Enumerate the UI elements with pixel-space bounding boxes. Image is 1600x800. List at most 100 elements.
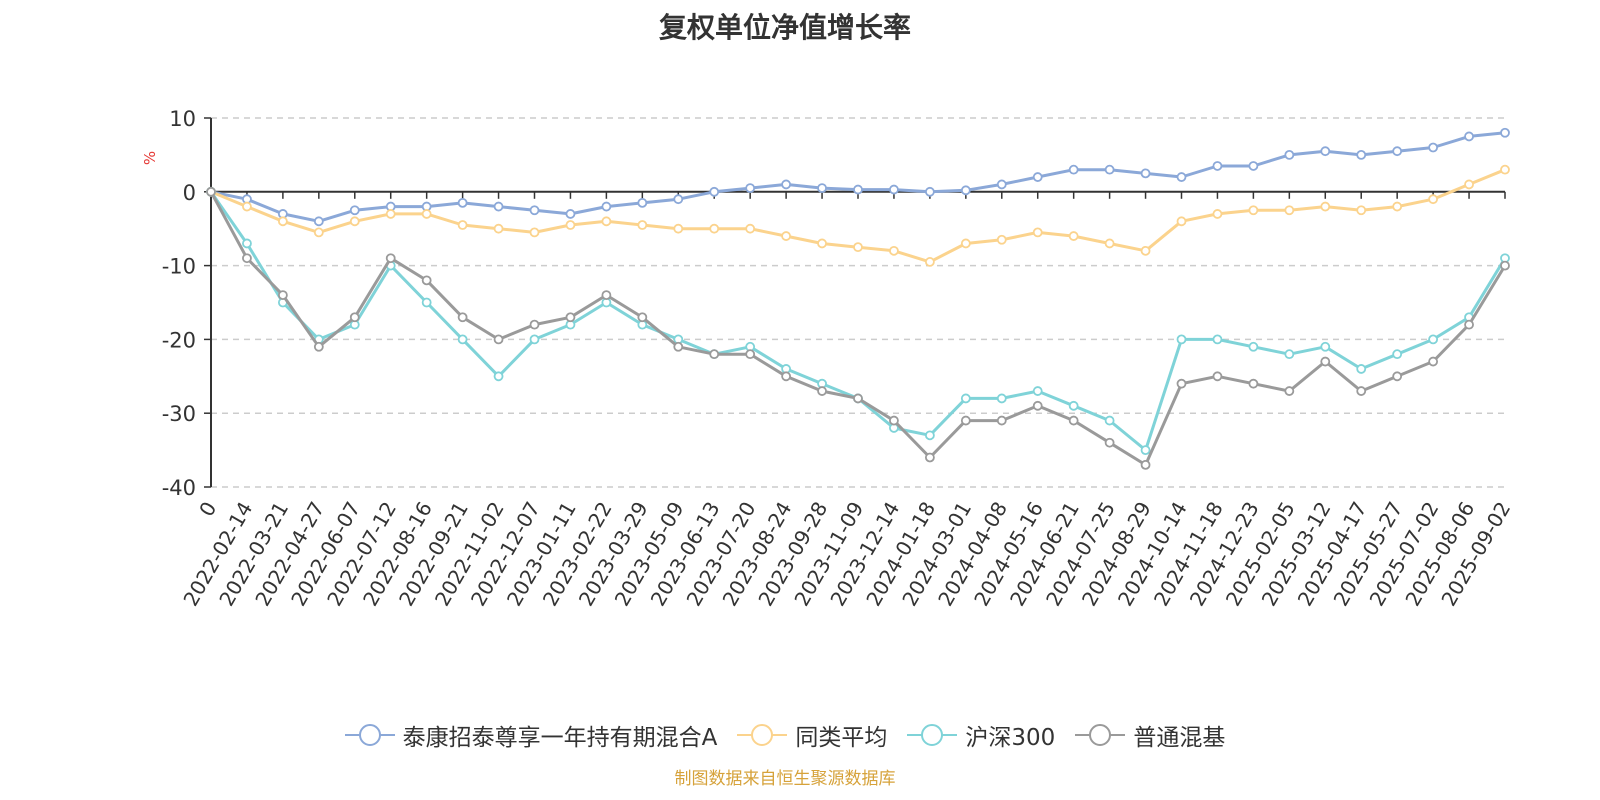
data-point bbox=[277, 216, 288, 227]
data-point bbox=[349, 205, 360, 216]
data-point bbox=[565, 220, 576, 230]
data-point bbox=[853, 393, 863, 404]
legend-label: 普通混基 bbox=[1133, 725, 1226, 751]
data-point bbox=[1356, 149, 1367, 160]
data-point bbox=[924, 186, 935, 197]
data-point bbox=[242, 253, 252, 264]
data-point bbox=[1176, 216, 1187, 227]
legend-item[interactable]: 沪深300 bbox=[907, 718, 1055, 752]
y-tick-label: 10 bbox=[169, 107, 196, 131]
data-point bbox=[349, 312, 360, 323]
data-point bbox=[1104, 415, 1115, 426]
legend-item[interactable]: 普通混基 bbox=[1075, 718, 1225, 752]
data-point bbox=[996, 415, 1007, 426]
data-point bbox=[1140, 459, 1151, 470]
data-point bbox=[1212, 334, 1223, 345]
data-point bbox=[673, 194, 684, 205]
data-point bbox=[1032, 400, 1043, 411]
source-note: 制图数据来自恒生聚源数据库 bbox=[674, 769, 896, 789]
data-point bbox=[1284, 349, 1295, 360]
data-point bbox=[996, 234, 1007, 245]
data-point bbox=[421, 297, 432, 308]
data-point bbox=[1464, 319, 1474, 330]
legend-item[interactable]: 同类平均 bbox=[737, 718, 887, 752]
data-point bbox=[601, 201, 612, 212]
data-point bbox=[745, 183, 756, 194]
y-tick-label: -20 bbox=[162, 328, 196, 352]
data-point bbox=[1176, 378, 1187, 389]
data-point bbox=[493, 334, 504, 345]
data-point bbox=[493, 201, 504, 212]
data-point bbox=[996, 393, 1007, 404]
y-tick-label: -30 bbox=[162, 402, 196, 426]
data-point bbox=[781, 371, 792, 382]
data-point bbox=[889, 245, 899, 256]
data-point bbox=[889, 415, 899, 426]
data-point bbox=[385, 253, 396, 264]
data-point bbox=[1104, 164, 1115, 175]
data-point bbox=[1284, 149, 1295, 160]
data-point bbox=[1284, 386, 1295, 396]
data-point bbox=[457, 334, 468, 345]
data-point bbox=[1068, 164, 1079, 175]
legend-label: 同类平均 bbox=[795, 725, 888, 751]
y-tick-label: 0 bbox=[183, 181, 196, 205]
data-point bbox=[1500, 260, 1510, 271]
data-point bbox=[457, 220, 468, 230]
data-point bbox=[1248, 341, 1259, 352]
chart-title: 复权单位净值增长率 bbox=[658, 11, 911, 44]
data-point bbox=[529, 319, 540, 330]
data-point bbox=[206, 186, 216, 197]
data-point bbox=[817, 183, 827, 194]
data-point bbox=[960, 185, 971, 196]
data-point bbox=[601, 290, 612, 301]
legend: 泰康招泰尊享一年持有期混合A 同类平均 沪深300 普通混基 bbox=[0, 718, 1570, 752]
data-point bbox=[781, 179, 792, 190]
data-point bbox=[745, 223, 756, 234]
data-point bbox=[817, 386, 827, 396]
data-point bbox=[1428, 334, 1439, 345]
data-point bbox=[1248, 205, 1259, 216]
data-point bbox=[1392, 201, 1403, 212]
data-point bbox=[1212, 161, 1223, 171]
data-point bbox=[673, 341, 684, 352]
data-point bbox=[277, 290, 288, 301]
data-point bbox=[1392, 371, 1403, 382]
data-point bbox=[1068, 231, 1079, 241]
data-point bbox=[1500, 127, 1510, 138]
data-point bbox=[1140, 168, 1151, 179]
data-point bbox=[1140, 245, 1151, 256]
data-point bbox=[817, 238, 827, 249]
data-point bbox=[709, 186, 720, 197]
data-point bbox=[1428, 194, 1439, 205]
axes: 100-10-20-30-4002022-02-142022-03-212022… bbox=[162, 107, 1516, 610]
x-tick-label: 0 bbox=[194, 498, 221, 521]
data-point bbox=[1032, 386, 1043, 396]
data-point bbox=[349, 216, 360, 227]
data-point bbox=[385, 209, 396, 219]
data-point bbox=[529, 334, 540, 345]
data-point bbox=[709, 223, 720, 234]
data-point bbox=[1248, 161, 1259, 171]
data-point bbox=[1392, 146, 1403, 157]
data-point bbox=[565, 312, 576, 323]
data-point bbox=[1068, 400, 1079, 411]
data-point bbox=[565, 209, 576, 219]
data-point bbox=[853, 242, 863, 253]
data-point bbox=[493, 371, 504, 382]
data-point bbox=[996, 179, 1007, 190]
data-point bbox=[637, 197, 648, 208]
legend-item[interactable]: 泰康招泰尊享一年持有期混合A bbox=[344, 718, 717, 752]
series-lines bbox=[206, 127, 1510, 470]
data-point bbox=[1320, 201, 1331, 212]
data-point bbox=[1032, 227, 1043, 238]
data-point bbox=[457, 197, 468, 208]
data-point bbox=[960, 393, 971, 404]
data-point bbox=[1428, 142, 1439, 153]
data-point bbox=[709, 349, 720, 360]
data-point bbox=[1068, 415, 1079, 426]
data-point bbox=[1464, 179, 1474, 190]
legend-marker-icon bbox=[1075, 723, 1126, 747]
data-point bbox=[960, 415, 971, 426]
